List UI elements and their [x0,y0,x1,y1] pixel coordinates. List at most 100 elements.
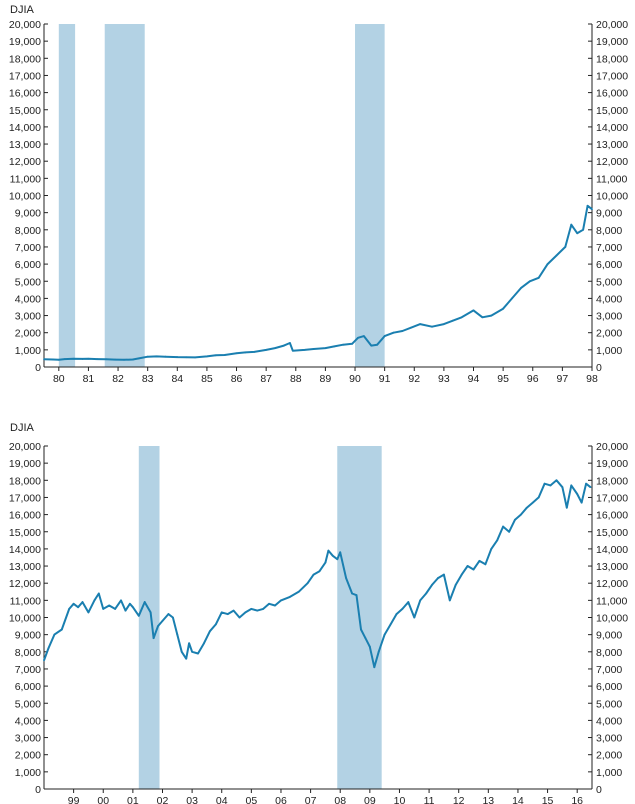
data-point [167,613,170,615]
x-tick-label: 87 [260,373,272,385]
data-point [318,570,321,573]
data-point [431,325,433,328]
y-tick-label-left: 19,000 [9,458,41,470]
data-point [528,280,531,283]
data-point [185,657,188,660]
data-point [185,356,188,359]
data-point [208,630,211,633]
data-point [537,276,540,279]
data-point [376,343,379,346]
y-tick-label-right: 10,000 [596,613,628,625]
y-ticks-right: 0 1,000 2,000 3,000 4,000 5,000 6,000 7,000 8,00… [588,441,628,796]
y-tick-label-right: 6,000 [596,681,622,693]
data-point [105,358,108,361]
data-point [63,358,66,361]
series-group [43,204,593,361]
recession-band [355,24,385,367]
data-point [87,357,90,360]
data-point [525,506,528,509]
data-point [451,319,454,322]
x-tick-label: 97 [557,373,569,385]
data-point [68,608,71,610]
data-point [214,354,217,357]
data-point [47,647,50,650]
data-point [466,565,469,567]
y-tick-label-right: 6,000 [596,259,622,271]
data-point [549,484,552,487]
recession-band [104,24,145,367]
data-point [232,609,235,612]
x-tick-label: 82 [112,373,124,385]
x-tick-label: 92 [408,373,420,385]
data-point [108,604,111,607]
y-tick-label-right: 4,000 [596,715,622,727]
data-point [114,358,116,361]
y-tick-label-left: 10,000 [9,613,41,625]
data-point [585,482,587,485]
y-tick-label-left: 6,000 [15,259,41,271]
y-tick-label-right: 13,000 [596,139,628,151]
data-point [490,548,493,550]
data-point [460,573,463,576]
data-point [331,554,334,557]
data-point [124,609,127,612]
y-tick-label-right: 8,000 [596,225,622,237]
data-point [180,650,183,653]
data-point [520,287,522,290]
recession-band [58,24,76,367]
data-point [120,599,122,602]
recession-bands [58,24,385,367]
data-point [419,323,422,326]
data-point [60,628,63,631]
data-point [570,223,573,226]
data-point [93,599,96,602]
y-tick-label-left: 20,000 [9,19,41,31]
x-ticks: 80 81 82 83 84 85 86 87 88 89 90 91 92 93 94 95 96 97 98 [53,367,598,385]
y-tick-label-left: 2,000 [15,328,41,340]
x-tick-label: 99 [68,795,80,804]
data-point [363,335,365,338]
x-tick-label: 03 [186,795,198,804]
y-tick-label-right: 15,000 [596,527,628,539]
y-tick-label-left: 15,000 [9,105,41,117]
data-point [280,599,282,602]
data-point [368,645,371,648]
y-tick-label-left: 17,000 [9,492,41,504]
data-point [155,355,158,358]
data-point [392,331,395,334]
data-point [244,611,247,614]
data-point [395,613,398,615]
data-point [238,616,241,619]
data-point [555,479,558,482]
data-point [425,592,428,595]
y-tick-label-left: 15,000 [9,527,41,539]
x-tick-label: 16 [571,795,583,804]
data-point [43,358,45,361]
data-point [43,659,45,662]
y-tick-label-right: 7,000 [596,664,622,676]
y-tick-label-right: 1,000 [596,767,622,779]
data-point [357,336,359,339]
data-point [401,330,404,332]
y-tick-label-left: 4,000 [15,715,41,727]
y-tick-label-right: 9,000 [596,208,622,220]
y-tick-label-right: 20,000 [596,19,628,31]
data-point [413,616,416,619]
y-tick-label-right: 0 [596,784,602,796]
data-point [520,513,522,516]
y-tick-label-right: 0 [596,362,602,374]
y-tick-label-left: 10,000 [9,191,41,203]
y-tick-label-left: 5,000 [15,698,41,710]
x-ticks: 99 00 01 02 03 04 05 06 07 08 09 10 11 12 13 14 15 16 [68,789,583,804]
y-tick-label-right: 9,000 [596,630,622,642]
y-tick-label-left: 18,000 [9,53,41,65]
data-point [176,633,179,636]
y-tick-label-right: 19,000 [596,36,628,48]
y-tick-label-right: 8,000 [596,647,622,659]
data-point [407,601,410,603]
data-point [87,611,90,614]
data-point [360,628,362,631]
x-tick-label: 80 [53,373,65,385]
data-point [188,642,191,645]
data-point [389,623,392,626]
